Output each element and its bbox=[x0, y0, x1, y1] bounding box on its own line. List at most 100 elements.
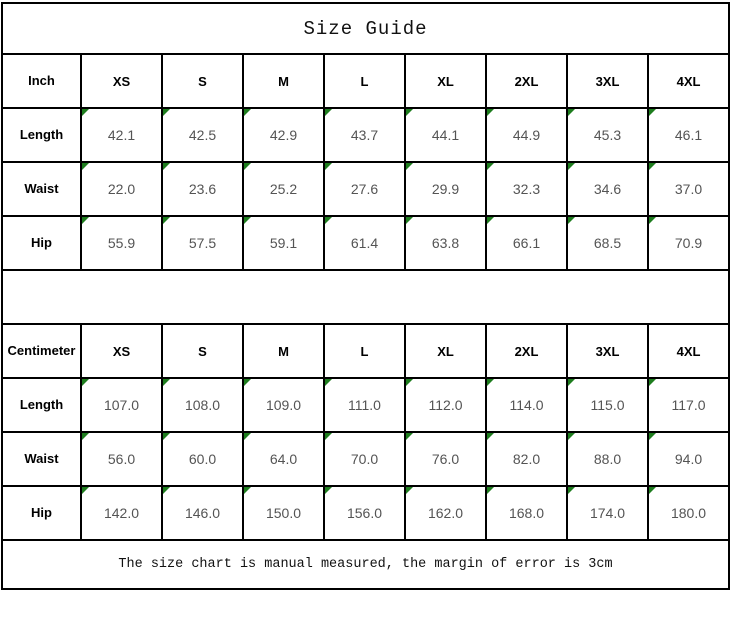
footer-row: The size chart is manual measured, the m… bbox=[0, 539, 731, 590]
size-value-cell: 44.1 bbox=[404, 107, 487, 163]
cell-corner-flag-icon bbox=[488, 164, 494, 170]
table-header-row-inch: Inch XS S M L XL 2XL 3XL 4XL bbox=[1, 53, 731, 109]
size-value: 68.5 bbox=[593, 235, 622, 251]
size-value-cell: 32.3 bbox=[485, 161, 568, 217]
cell-corner-flag-icon bbox=[164, 380, 170, 386]
table-row-hip-cm: Hip 142.0 146.0 150.0 156.0 162.0 168.0 … bbox=[1, 485, 731, 541]
cell-corner-flag-icon bbox=[650, 380, 656, 386]
size-value: 112.0 bbox=[428, 397, 463, 413]
cell-corner-flag-icon bbox=[488, 434, 494, 440]
measurement-row-label: Length bbox=[1, 107, 82, 163]
size-value: 82.0 bbox=[512, 451, 541, 467]
size-value-cell: 112.0 bbox=[404, 377, 487, 433]
cell-corner-flag-icon bbox=[650, 434, 656, 440]
size-value: 61.4 bbox=[350, 235, 379, 251]
cell-corner-flag-icon bbox=[569, 110, 575, 116]
cell-corner-flag-icon bbox=[407, 164, 413, 170]
cell-corner-flag-icon bbox=[488, 488, 494, 494]
cell-corner-flag-icon bbox=[164, 164, 170, 170]
size-value-cell: 107.0 bbox=[80, 377, 163, 433]
cell-corner-flag-icon bbox=[326, 488, 332, 494]
measurement-row-label: Hip bbox=[1, 215, 82, 271]
cell-corner-flag-icon bbox=[650, 164, 656, 170]
size-value: 25.2 bbox=[269, 181, 298, 197]
size-value-cell: 142.0 bbox=[80, 485, 163, 541]
size-value-cell: 42.1 bbox=[80, 107, 163, 163]
size-value-cell: 22.0 bbox=[80, 161, 163, 217]
size-value: 108.0 bbox=[184, 397, 221, 413]
size-column-header: XL bbox=[404, 323, 487, 379]
cell-corner-flag-icon bbox=[245, 380, 251, 386]
size-value-cell: 43.7 bbox=[323, 107, 406, 163]
size-value-cell: 108.0 bbox=[161, 377, 244, 433]
cell-corner-flag-icon bbox=[488, 218, 494, 224]
cell-corner-flag-icon bbox=[569, 218, 575, 224]
size-column-header: XL bbox=[404, 53, 487, 109]
size-value: 114.0 bbox=[509, 397, 544, 413]
cell-corner-flag-icon bbox=[650, 110, 656, 116]
size-value: 55.9 bbox=[107, 235, 136, 251]
cell-corner-flag-icon bbox=[83, 110, 89, 116]
measurement-row-label: Waist bbox=[1, 431, 82, 487]
size-value-cell: 114.0 bbox=[485, 377, 568, 433]
size-column-header: XS bbox=[80, 53, 163, 109]
size-value: 117.0 bbox=[671, 397, 706, 413]
size-column-header: 4XL bbox=[646, 53, 731, 109]
size-value-cell: 111.0 bbox=[323, 377, 406, 433]
cell-corner-flag-icon bbox=[326, 434, 332, 440]
size-value-cell: 55.9 bbox=[80, 215, 163, 271]
size-value: 22.0 bbox=[107, 181, 136, 197]
size-value-cell: 156.0 bbox=[323, 485, 406, 541]
size-value-cell: 61.4 bbox=[323, 215, 406, 271]
cell-corner-flag-icon bbox=[326, 380, 332, 386]
size-value: 43.7 bbox=[350, 127, 379, 143]
size-value: 59.1 bbox=[269, 235, 298, 251]
size-value-cell: 27.6 bbox=[323, 161, 406, 217]
size-column-header: L bbox=[323, 53, 406, 109]
size-value: 44.9 bbox=[512, 127, 541, 143]
size-value: 111.0 bbox=[348, 397, 381, 413]
cell-corner-flag-icon bbox=[488, 110, 494, 116]
size-value-cell: 25.2 bbox=[242, 161, 325, 217]
size-value-cell: 146.0 bbox=[161, 485, 244, 541]
size-value: 94.0 bbox=[674, 451, 703, 467]
cell-corner-flag-icon bbox=[407, 218, 413, 224]
cell-corner-flag-icon bbox=[245, 164, 251, 170]
table-row-waist-cm: Waist 56.0 60.0 64.0 70.0 76.0 82.0 88.0… bbox=[1, 431, 731, 487]
cell-corner-flag-icon bbox=[407, 488, 413, 494]
size-value: 46.1 bbox=[674, 127, 703, 143]
cell-corner-flag-icon bbox=[650, 218, 656, 224]
size-value-cell: 88.0 bbox=[566, 431, 649, 487]
page-title: Size Guide bbox=[0, 2, 731, 55]
size-value: 45.3 bbox=[593, 127, 622, 143]
size-value-cell: 180.0 bbox=[646, 485, 731, 541]
measurement-row-label: Length bbox=[1, 377, 82, 433]
size-value: 88.0 bbox=[593, 451, 622, 467]
cell-corner-flag-icon bbox=[164, 488, 170, 494]
size-value: 56.0 bbox=[107, 451, 136, 467]
size-column-header: L bbox=[323, 323, 406, 379]
size-value: 70.0 bbox=[350, 451, 379, 467]
size-value: 63.8 bbox=[431, 235, 460, 251]
size-value-cell: 63.8 bbox=[404, 215, 487, 271]
unit-label-centimeter: Centimeter bbox=[1, 323, 82, 379]
size-value-cell: 44.9 bbox=[485, 107, 568, 163]
cell-corner-flag-icon bbox=[407, 110, 413, 116]
cell-corner-flag-icon bbox=[326, 164, 332, 170]
cell-corner-flag-icon bbox=[164, 434, 170, 440]
size-value: 32.3 bbox=[512, 181, 541, 197]
cell-corner-flag-icon bbox=[326, 218, 332, 224]
size-value-cell: 150.0 bbox=[242, 485, 325, 541]
size-column-header: 4XL bbox=[646, 323, 731, 379]
size-value: 150.0 bbox=[265, 505, 302, 521]
size-value-cell: 60.0 bbox=[161, 431, 244, 487]
cell-corner-flag-icon bbox=[569, 488, 575, 494]
size-value-cell: 34.6 bbox=[566, 161, 649, 217]
size-value-cell: 94.0 bbox=[646, 431, 731, 487]
cell-corner-flag-icon bbox=[245, 434, 251, 440]
size-value: 156.0 bbox=[346, 505, 383, 521]
size-value: 142.0 bbox=[103, 505, 140, 521]
size-value-cell: 42.9 bbox=[242, 107, 325, 163]
size-value: 70.9 bbox=[674, 235, 703, 251]
size-value-cell: 168.0 bbox=[485, 485, 568, 541]
